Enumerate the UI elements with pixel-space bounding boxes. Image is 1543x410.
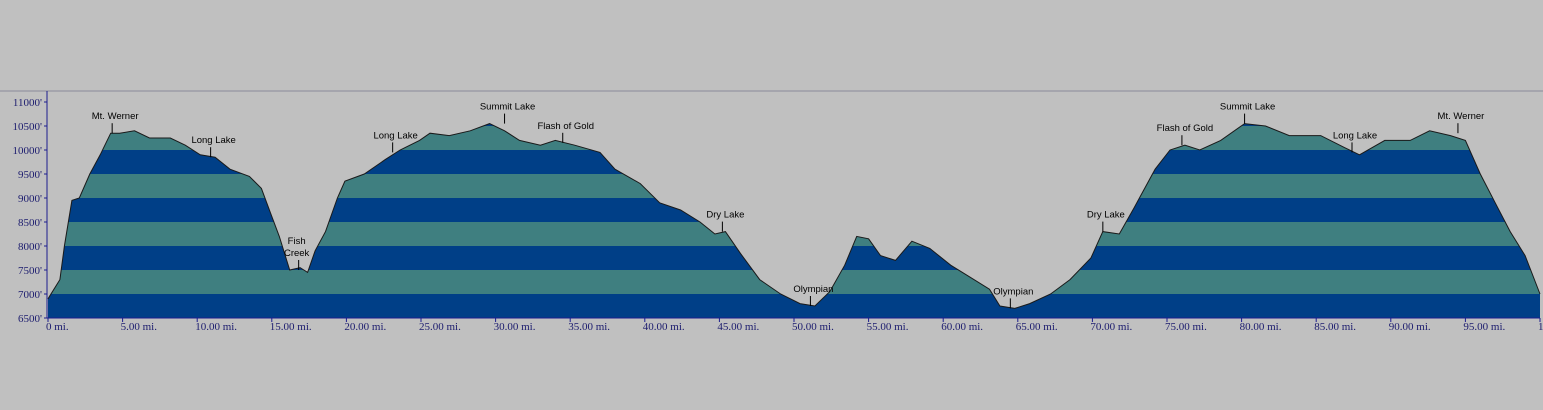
area-bands (48, 0, 1540, 318)
x-tick-label: 15.00 mi. (270, 321, 312, 333)
landmark-label: Long Lake (373, 130, 417, 141)
landmark-label: Summit Lake (1220, 102, 1275, 113)
landmark-label: Flash of Gold (537, 121, 594, 132)
x-tick-label: 90.00 mi. (1389, 321, 1431, 333)
x-tick-label: 35.00 mi. (568, 321, 610, 333)
landmark-label: Long Lake (1333, 130, 1377, 141)
x-tick-label: 95.00 mi. (1463, 321, 1505, 333)
landmark-label: Summit Lake (480, 102, 535, 113)
x-tick-label: 100.00 mi. (1538, 321, 1543, 333)
y-tick-label: 11000' (13, 97, 42, 109)
elevation-band (48, 150, 1540, 174)
x-tick-label: 5.00 mi. (121, 321, 158, 333)
landmark-label: Dry Lake (1087, 210, 1125, 221)
landmark-label: Mt. Werner (1438, 111, 1485, 122)
elevation-band (48, 294, 1540, 318)
landmark-label: Olympian (993, 286, 1033, 297)
x-tick-label: 65.00 mi. (1016, 321, 1058, 333)
x-tick-label: 85.00 mi. (1314, 321, 1356, 333)
x-tick-label: 45.00 mi. (717, 321, 759, 333)
elevation-band (48, 246, 1540, 270)
elevation-band (48, 0, 1540, 102)
elevation-band (48, 222, 1540, 246)
y-tick-label: 8000' (18, 241, 42, 253)
landmark-label: Fish (288, 236, 306, 247)
x-tick-label: 80.00 mi. (1240, 321, 1282, 333)
landmark-label: Flash of Gold (1157, 123, 1214, 134)
x-tick-label: 25.00 mi. (419, 321, 461, 333)
y-tick-label: 8500' (18, 217, 42, 229)
y-tick-label: 7500' (18, 265, 42, 277)
landmark-label: Dry Lake (706, 210, 744, 221)
x-tick-label: 10.00 mi. (195, 321, 237, 333)
elevation-band (48, 174, 1540, 198)
x-tick-label: 20.00 mi. (344, 321, 386, 333)
elevation-band (48, 198, 1540, 222)
x-tick-label: 55.00 mi. (867, 321, 909, 333)
y-tick-label: 9500' (18, 169, 42, 181)
x-tick-label: 70.00 mi. (1090, 321, 1132, 333)
x-tick-label: 50.00 mi. (792, 321, 834, 333)
y-tick-label: 9000' (18, 193, 42, 205)
y-tick-label: 10500' (13, 121, 43, 133)
y-tick-label: 7000' (18, 289, 42, 301)
x-tick-label: 40.00 mi. (643, 321, 685, 333)
elevation-band (48, 123, 1540, 126)
elevation-band (48, 126, 1540, 150)
x-tick-label: 60.00 mi. (941, 321, 983, 333)
y-tick-label: 10000' (13, 145, 43, 157)
x-tick-label: 30.00 mi. (494, 321, 536, 333)
x-tick-label: 0 mi. (46, 321, 69, 333)
x-tick-label: 75.00 mi. (1165, 321, 1207, 333)
landmark-label: Creek (284, 248, 310, 259)
y-tick-label: 6500' (18, 313, 42, 325)
landmark-label: Long Lake (191, 135, 235, 146)
landmark-label: Olympian (793, 284, 833, 295)
landmark-label: Mt. Werner (92, 111, 139, 122)
elevation-line (47, 123, 1541, 309)
